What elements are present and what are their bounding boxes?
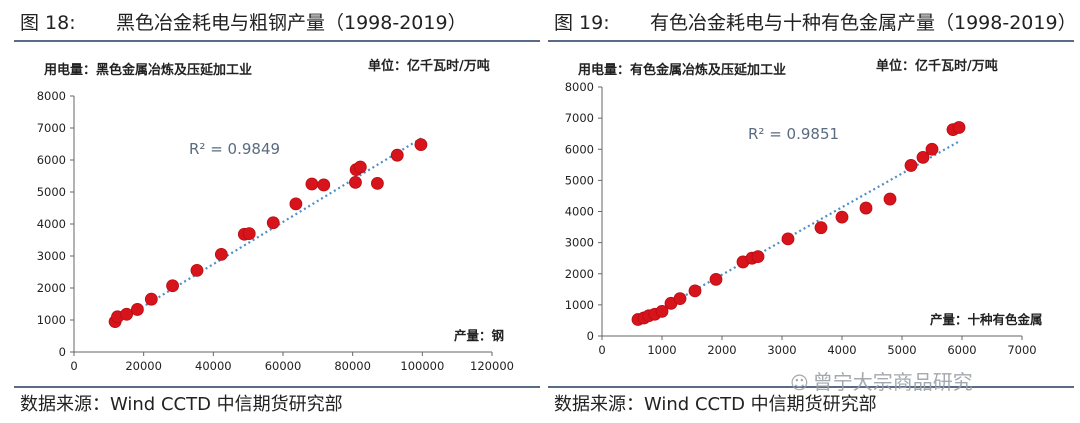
x-tick-label: 40000 — [195, 359, 232, 373]
y-tick-label: 6000 — [37, 153, 66, 167]
data-point — [317, 178, 331, 192]
bottom-divider — [548, 386, 1074, 388]
y-tick-label: 1000 — [565, 298, 594, 312]
figure-19-panel: 图 19: 有色冶金耗电与十种有色金属产量（1998-2019） 用电量：有色金属… — [548, 0, 1077, 423]
y-tick-label: 2000 — [37, 281, 66, 295]
data-point — [120, 307, 133, 321]
bottom-divider — [14, 386, 540, 388]
x-tick-label: 4000 — [827, 343, 856, 357]
y-tick-label: 8000 — [37, 89, 66, 103]
data-point — [655, 305, 669, 318]
data-point — [370, 176, 384, 190]
y-tick-label: 6000 — [565, 142, 594, 156]
y-tick-label: 0 — [587, 329, 594, 343]
y-tick-label: 5000 — [37, 185, 66, 199]
figure-19-label: 图 19: — [554, 12, 610, 34]
y-tick-label: 7000 — [37, 121, 66, 135]
data-point — [709, 272, 723, 286]
r-squared-label: R² = 0.9851 — [748, 125, 839, 143]
data-point — [266, 216, 280, 230]
data-point — [289, 197, 303, 211]
x-tick-label: 1000 — [647, 343, 676, 357]
data-point — [353, 160, 367, 174]
watermark-text: 曾宁大宗商品研究 — [812, 370, 973, 394]
wechat-icon: ☺ — [790, 373, 809, 394]
y-tick-label: 4000 — [37, 217, 66, 231]
data-point — [144, 292, 158, 306]
figure-19-source: 数据来源：Wind CCTD 中信期货研究部 — [554, 394, 877, 415]
data-point — [673, 292, 687, 306]
x-tick-label: 2000 — [707, 343, 736, 357]
y-tick-label: 7000 — [565, 111, 594, 125]
y-tick-label: 5000 — [565, 173, 594, 187]
y-tick-label: 8000 — [565, 80, 594, 94]
trendline — [115, 136, 423, 325]
data-point — [414, 138, 428, 152]
x-tick-label: 0 — [598, 343, 605, 357]
y-tick-label: 0 — [59, 345, 66, 359]
x-tick-label: 100000 — [400, 359, 444, 373]
y-axis-title: 用电量：有色金属冶炼及压延加工业 — [577, 62, 786, 78]
y-tick-label: 2000 — [565, 267, 594, 281]
y-tick-label: 4000 — [565, 205, 594, 219]
y-tick-label: 3000 — [37, 249, 66, 263]
x-tick-label: 60000 — [265, 359, 302, 373]
watermark: ☺ 曾宁大宗商品研究 — [790, 366, 973, 395]
x-tick-label: 0 — [70, 359, 77, 373]
figure-19-title-bar: 图 19: 有色冶金耗电与十种有色金属产量（1998-2019） — [554, 8, 1077, 35]
figure-18-source: 数据来源：Wind CCTD 中信期货研究部 — [20, 394, 343, 415]
data-point — [166, 279, 179, 293]
top-divider — [14, 40, 540, 42]
x-tick-label: 120000 — [470, 359, 514, 373]
figure-19-title: 有色冶金耗电与十种有色金属产量（1998-2019） — [650, 12, 1077, 34]
data-point — [349, 175, 362, 189]
data-point — [916, 150, 930, 164]
unit-label: 单位：亿千瓦时/万吨 — [876, 58, 998, 74]
data-point — [305, 177, 319, 191]
figure-18-label: 图 18: — [20, 12, 76, 34]
data-point — [190, 263, 204, 277]
x-axis-title: 产量：十种有色金属 — [930, 312, 1043, 327]
x-tick-label: 6000 — [947, 343, 976, 357]
figure-18-panel: 图 18: 黑色冶金耗电与粗钢产量（1998-2019） 用电量：黑色金属冶炼及压… — [14, 0, 540, 423]
data-point — [835, 210, 849, 224]
data-point — [859, 201, 873, 215]
data-point — [751, 250, 765, 264]
data-point — [781, 232, 795, 246]
data-point — [925, 142, 939, 156]
x-axis-title: 产量：钢 — [454, 328, 504, 343]
x-tick-label: 7000 — [1007, 343, 1036, 357]
figure-18-title: 黑色冶金耗电与粗钢产量（1998-2019） — [116, 12, 467, 34]
data-point — [390, 148, 404, 162]
x-tick-label: 5000 — [887, 343, 916, 357]
x-tick-label: 3000 — [767, 343, 796, 357]
y-axis-title: 用电量：黑色金属冶炼及压延加工业 — [43, 62, 252, 78]
data-point — [952, 121, 966, 134]
data-point — [214, 247, 228, 261]
top-divider — [548, 40, 1074, 42]
data-point — [814, 221, 828, 235]
figure-19-scatter-chart: 用电量：有色金属冶炼及压延加工业 单位：亿千瓦时/万吨 0 1000 2000 3000 4… — [565, 58, 1043, 357]
y-tick-label: 1000 — [37, 313, 66, 327]
data-point — [883, 192, 897, 206]
data-point — [130, 303, 144, 316]
x-tick-label: 80000 — [334, 359, 371, 373]
r-squared-label: R² = 0.9849 — [189, 140, 280, 158]
figure-18-title-bar: 图 18: 黑色冶金耗电与粗钢产量（1998-2019） — [20, 8, 540, 35]
x-tick-label: 20000 — [125, 359, 162, 373]
data-point — [904, 159, 918, 172]
data-point — [242, 227, 256, 241]
unit-label: 单位：亿千瓦时/万吨 — [368, 58, 490, 74]
y-tick-label: 3000 — [565, 236, 594, 250]
figure-18-scatter-chart: 用电量：黑色金属冶炼及压延加工业 单位：亿千瓦时/万吨 0 1000 2000 3000 4… — [37, 58, 514, 373]
data-point — [688, 284, 702, 298]
